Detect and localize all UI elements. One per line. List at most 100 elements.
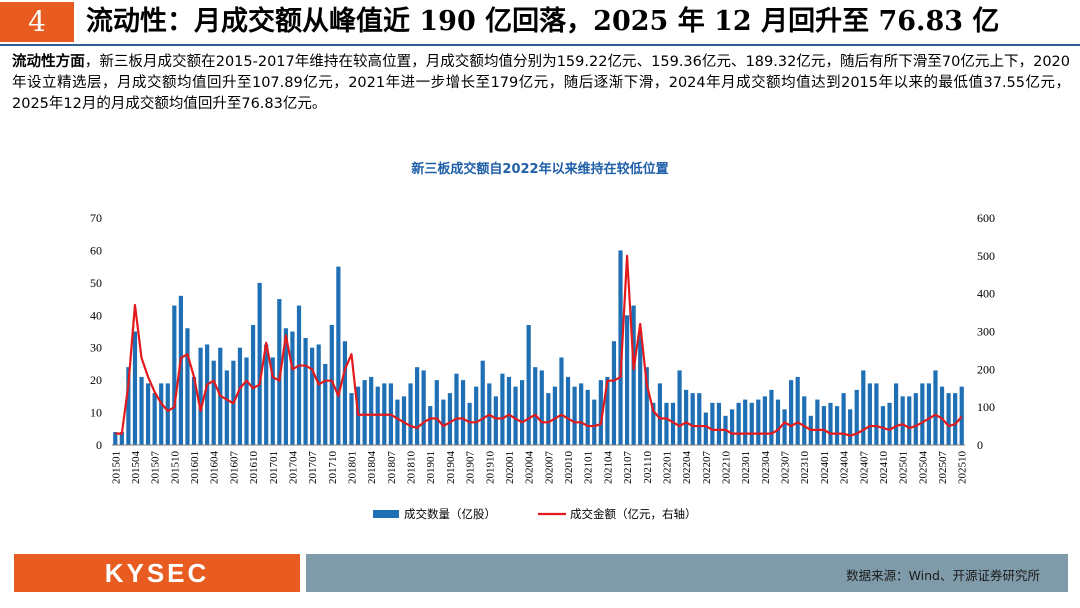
- volume-bar: [644, 367, 649, 445]
- volume-bar: [657, 383, 662, 445]
- y-left-tick-label: 10: [90, 406, 102, 420]
- x-tick-label: 202201: [661, 451, 673, 484]
- volume-bar: [460, 380, 466, 445]
- y-right-tick-label: 100: [977, 400, 995, 414]
- y-right-tick-label: 0: [977, 438, 983, 452]
- volume-bar: [913, 393, 918, 445]
- x-tick-label: 202204: [681, 451, 693, 485]
- volume-bar: [165, 383, 170, 445]
- x-tick-label: 202307: [780, 451, 792, 485]
- slide-header: 4 流动性：月成交额从峰值近 190 亿回落，2025 年 12 月回升至 76…: [0, 0, 1080, 46]
- volume-bar: [159, 383, 164, 445]
- volume-bar: [447, 393, 453, 445]
- x-tick-label: 201601: [189, 451, 201, 484]
- volume-bar: [132, 331, 138, 445]
- y-left-tick-label: 60: [90, 243, 102, 257]
- volume-bar: [474, 386, 479, 445]
- volume-bar: [480, 360, 485, 445]
- volume-bar: [145, 383, 151, 445]
- volume-bar: [572, 386, 577, 445]
- y-right-tick-label: 600: [977, 211, 995, 225]
- y-left-tick-label: 40: [90, 308, 102, 322]
- x-tick-label: 202010: [563, 451, 575, 485]
- x-tick-label: 201807: [386, 451, 398, 485]
- volume-bar: [579, 383, 584, 445]
- intro-paragraph-lead: 流动性方面: [12, 54, 85, 70]
- slide-title: 流动性：月成交额从峰值近 190 亿回落，2025 年 12 月回升至 76.8…: [86, 6, 1000, 37]
- volume-bar: [769, 389, 774, 445]
- y-left-tick-label: 20: [90, 373, 102, 387]
- y-right-tick-label: 400: [977, 287, 995, 301]
- volume-bar: [782, 409, 787, 445]
- volume-bar: [559, 357, 564, 445]
- volume-bar: [257, 282, 262, 445]
- volume-bar: [211, 360, 216, 445]
- legend-bar-swatch: [373, 510, 399, 518]
- title-divider: [0, 44, 1080, 46]
- volume-bar: [336, 266, 341, 445]
- volume-bar: [290, 331, 295, 445]
- volume-bar: [395, 399, 400, 445]
- x-tick-label: 202207: [701, 451, 713, 485]
- x-tick-label: 201901: [425, 451, 437, 484]
- volume-bar: [756, 399, 761, 445]
- x-tick-label: 202501: [898, 451, 910, 484]
- volume-bar: [283, 328, 288, 445]
- volume-bar: [454, 373, 459, 445]
- x-tick-label: 202007: [543, 451, 555, 485]
- volume-bar: [920, 383, 925, 445]
- volume-bar: [598, 380, 603, 445]
- volume-bar: [605, 376, 610, 445]
- y-left-tick-label: 50: [90, 276, 102, 290]
- volume-bar: [316, 344, 321, 445]
- x-tick-label: 201504: [130, 451, 142, 485]
- volume-bar: [861, 370, 866, 445]
- x-tick-label: 201507: [150, 451, 162, 485]
- volume-bar: [277, 299, 282, 445]
- volume-bar: [441, 399, 446, 445]
- volume-bar: [690, 393, 695, 445]
- x-tick-label: 201707: [307, 451, 319, 485]
- x-tick-label: 201501: [110, 451, 122, 484]
- volume-bar: [703, 412, 708, 445]
- volume-bar: [743, 399, 748, 445]
- y-right-tick-label: 300: [977, 325, 995, 339]
- x-tick-label: 201610: [248, 451, 260, 485]
- x-tick-label: 201801: [347, 451, 359, 484]
- volume-bar: [434, 380, 439, 445]
- volume-amount-chart: 0 10 20 30 40 50 60 70 0 100 200 300 400 500 600 201501…: [90, 211, 995, 521]
- volume-bar: [520, 380, 525, 445]
- x-tick-label: 201710: [327, 451, 339, 485]
- volume-bar: [585, 389, 590, 445]
- volume-bar: [152, 393, 157, 445]
- volume-bar: [415, 367, 420, 445]
- x-tick-label: 202507: [937, 451, 949, 485]
- volume-bar: [526, 325, 531, 445]
- volume-bar: [250, 325, 256, 445]
- x-tick-label: 201804: [366, 451, 378, 485]
- volume-bar: [408, 383, 413, 445]
- volume-bar: [500, 373, 505, 445]
- volume-bar: [959, 386, 964, 445]
- x-tick-label: 201604: [209, 451, 221, 485]
- x-tick-label: 202301: [740, 451, 752, 484]
- volume-bar: [867, 383, 872, 445]
- volume-bar: [834, 406, 840, 445]
- volume-bar: [664, 402, 669, 445]
- volume-bar: [789, 380, 794, 445]
- volume-bar: [349, 393, 354, 445]
- volume-bar: [296, 305, 302, 445]
- volume-bar: [677, 370, 682, 445]
- volume-bar: [342, 341, 348, 445]
- volume-bar: [631, 305, 636, 445]
- x-tick-label: 202407: [858, 451, 870, 485]
- volume-bar: [638, 331, 643, 445]
- data-source-note: 数据来源：Wind、开源证券研究所: [846, 568, 1040, 583]
- x-tick-label: 202401: [819, 451, 831, 484]
- x-tick-label: 201904: [445, 451, 457, 485]
- volume-bar: [237, 347, 243, 445]
- intro-paragraph-body: ，新三板月成交额在2015-2017年维持在较高位置，月成交额均值分别为159.…: [12, 54, 1071, 112]
- volume-bar: [697, 393, 702, 445]
- y-left-tick-label: 30: [90, 341, 102, 355]
- volume-bar: [172, 305, 177, 445]
